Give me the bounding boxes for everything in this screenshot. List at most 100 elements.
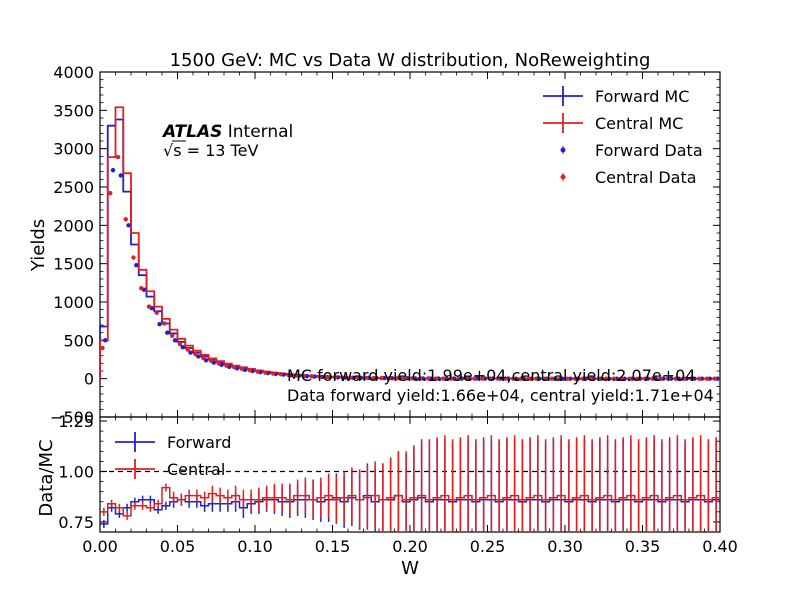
data-point [456, 376, 462, 381]
data-point [487, 376, 493, 381]
data-point [511, 376, 516, 381]
data-point [596, 376, 601, 381]
bottom-panel: 0.75 1.00 1.25 0.00 0.05 0.10 0.15 0.20 0.25 0.3… [36, 412, 738, 579]
atlas-label: ATLAS Internal [161, 122, 293, 142]
x-tick-label: 0.10 [237, 537, 273, 556]
bottom-y-axis-label: Data/MC [36, 439, 57, 516]
data-point [301, 373, 307, 379]
data-point [681, 376, 686, 381]
data-point [441, 376, 446, 381]
ratio-step-line [100, 494, 720, 525]
x-tick-label: 0.00 [82, 537, 118, 556]
top-y-tick-label: 500 [63, 331, 94, 350]
data-point [115, 154, 121, 160]
data-point [619, 376, 624, 381]
data-point [201, 355, 206, 361]
data-point [110, 167, 116, 173]
energy-label: √s = 13 TeV [163, 141, 258, 160]
data-point [255, 369, 260, 374]
data-point [118, 173, 123, 178]
x-axis-label: W [401, 558, 419, 579]
data-point [185, 347, 190, 352]
data-point [340, 375, 345, 380]
data-point [588, 376, 593, 381]
data-point [604, 376, 609, 381]
data-point [126, 223, 131, 228]
data-point [177, 341, 183, 347]
top-y-tick-label: 1000 [53, 293, 94, 312]
data-point [410, 376, 415, 381]
x-tick-label: 0.15 [315, 537, 351, 556]
legend-label: Forward MC [595, 87, 689, 106]
data-point [172, 338, 178, 343]
bottom-x-ticks: 0.00 0.05 0.10 0.15 0.20 0.25 0.30 0.35 0.40 [82, 417, 738, 556]
data-point [154, 310, 159, 315]
top-series [99, 106, 720, 381]
energy-label-sqrt: √s [163, 141, 182, 160]
energy-label-rest: = 13 TeV [182, 141, 259, 160]
data-point [146, 304, 152, 309]
data-point [232, 364, 237, 370]
data-point [139, 286, 144, 291]
data-point [123, 217, 128, 222]
data-point [286, 372, 291, 378]
bottom-y-tick-label: 1.00 [58, 462, 94, 481]
data-point [100, 345, 105, 351]
data-point [666, 376, 671, 381]
data-point [208, 358, 214, 363]
data-point [325, 374, 330, 380]
data-point [464, 376, 469, 381]
data-point [518, 376, 524, 381]
data-point [371, 375, 376, 381]
data-point [580, 376, 586, 381]
data-point [170, 333, 175, 338]
data-point [379, 375, 384, 381]
data-point [348, 375, 353, 380]
legend-label: Forward Data [595, 141, 703, 160]
data-point [557, 376, 562, 381]
data-point [480, 376, 485, 381]
x-tick-label: 0.40 [702, 537, 738, 556]
top-y-tick-label: 1500 [53, 255, 94, 274]
legend-label: Central [167, 460, 225, 479]
legend-label: Central Data [595, 168, 697, 187]
data-point [239, 366, 245, 372]
data-point [309, 374, 314, 379]
data-point [658, 376, 663, 381]
ratio-step-line [100, 486, 720, 517]
data-point [573, 376, 578, 381]
data-point [103, 338, 108, 343]
data-point [472, 376, 477, 381]
atlas-label-rest: Internal [222, 122, 293, 142]
data-point [704, 376, 710, 381]
top-legend: Forward MC Central MC Forward Data Central … [543, 86, 703, 187]
bottom-series [100, 435, 720, 532]
x-tick-label: 0.35 [625, 537, 661, 556]
data-yield-text: Data forward yield:1.66e+04, central yie… [287, 386, 714, 405]
mc-yield-text: MC forward yield:1.99e+04,central yield:… [287, 366, 696, 385]
data-point [627, 376, 632, 381]
bottom-y-ticks: 0.75 1.00 1.25 [58, 412, 720, 532]
data-point [673, 376, 679, 381]
x-tick-label: 0.05 [160, 537, 196, 556]
data-point [526, 376, 531, 381]
data-point [697, 376, 702, 381]
data-point [449, 376, 454, 381]
data-point [188, 350, 193, 355]
data-point [642, 376, 648, 381]
top-y-axis-label: Yields [28, 219, 49, 272]
bottom-y-tick-label: 1.25 [58, 412, 94, 431]
data-point [387, 376, 392, 381]
top-y-tick-label: 2500 [53, 178, 94, 197]
top-panel: −500 0 500 1000 1500 2000 2500 3000 3500 4000 Yie… [28, 63, 721, 427]
data-point [356, 375, 361, 381]
legend-label: Central MC [595, 114, 683, 133]
top-y-tick-label: −500 [50, 408, 94, 427]
x-tick-label: 0.30 [547, 537, 583, 556]
top-y-tick-label: 0 [84, 370, 94, 389]
data-point [503, 376, 508, 381]
data-point [363, 375, 369, 381]
atlas-label-bold: ATLAS [161, 122, 222, 142]
data-point [165, 330, 170, 335]
